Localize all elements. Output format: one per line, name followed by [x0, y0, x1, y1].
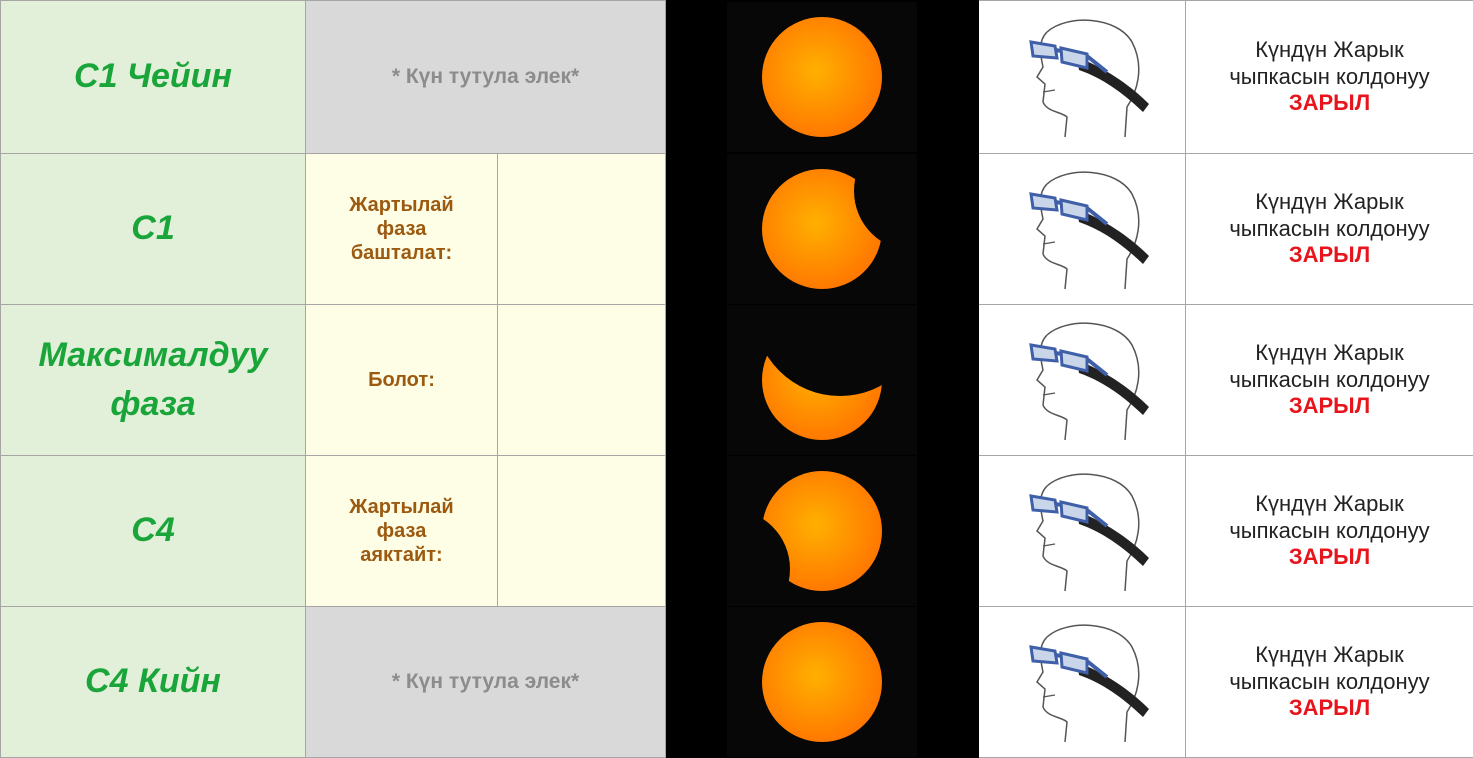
note: * Күн тутула элек*	[306, 607, 666, 758]
phase: C4 Кийн	[1, 607, 306, 758]
table-row: C1 Чейин* Күн тутула элек* Күндүн Жарык …	[1, 1, 1473, 154]
warning: Күндүн Жарык чыпкасын колдонуу	[1225, 491, 1435, 544]
sun-image	[727, 305, 917, 455]
warning: Күндүн Жарык чыпкасын колдонуу	[1225, 37, 1435, 90]
glasses-icon	[1007, 12, 1157, 142]
warning: Күндүн Жарык чыпкасын колдонуу	[1225, 189, 1435, 242]
sun-cell	[666, 456, 979, 607]
icon-cell	[979, 154, 1186, 305]
sun-cell	[666, 1, 979, 154]
icon-cell	[979, 607, 1186, 758]
phase-label: Жартылай фаза аяктайт:	[306, 456, 498, 607]
glasses-icon	[1007, 617, 1157, 747]
glasses-icon	[1007, 164, 1157, 294]
sun-cell	[666, 154, 979, 305]
required: ЗАРЫЛ	[1186, 393, 1473, 419]
table-row: C4 Кийн* Күн тутула элек* Күндүн Жарык ч…	[1, 607, 1473, 758]
time-cell	[498, 154, 666, 305]
time-cell	[498, 456, 666, 607]
time-cell	[498, 305, 666, 456]
phase-label: Болот:	[306, 305, 498, 456]
sun-image	[727, 456, 917, 606]
sun-image	[727, 2, 917, 152]
table-body: C1 Чейин* Күн тутула элек* Күндүн Жарык …	[1, 1, 1473, 758]
phase-label: Жартылай фаза башталат:	[306, 154, 498, 305]
icon-cell	[979, 1, 1186, 154]
required: ЗАРЫЛ	[1186, 242, 1473, 268]
required: ЗАРЫЛ	[1186, 695, 1473, 721]
icon-cell	[979, 456, 1186, 607]
phase: Максималдуу фаза	[1, 305, 306, 456]
sun-image	[727, 154, 917, 304]
glasses-icon	[1007, 466, 1157, 596]
glasses-icon	[1007, 315, 1157, 445]
icon-cell	[979, 305, 1186, 456]
phase: C4	[1, 456, 306, 607]
warning: Күндүн Жарык чыпкасын колдонуу	[1225, 642, 1435, 695]
eclipse-table: C1 Чейин* Күн тутула элек* Күндүн Жарык …	[0, 0, 1473, 758]
note: * Күн тутула элек*	[306, 1, 666, 154]
required: ЗАРЫЛ	[1186, 544, 1473, 570]
warning: Күндүн Жарык чыпкасын колдонуу	[1225, 340, 1435, 393]
sun-image	[727, 607, 917, 757]
sun-cell	[666, 305, 979, 456]
phase: C1 Чейин	[1, 1, 306, 154]
phase: C1	[1, 154, 306, 305]
sun-cell	[666, 607, 979, 758]
required: ЗАРЫЛ	[1186, 90, 1473, 116]
page: {"rows": [ {"phase": "C1 Чейин", "note":…	[0, 0, 1473, 746]
